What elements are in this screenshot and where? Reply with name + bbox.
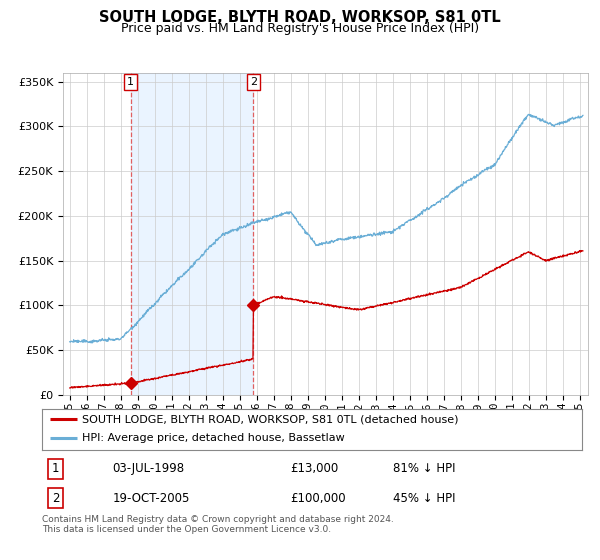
Text: 19-OCT-2005: 19-OCT-2005 bbox=[112, 492, 190, 505]
Text: 45% ↓ HPI: 45% ↓ HPI bbox=[393, 492, 455, 505]
Text: £100,000: £100,000 bbox=[290, 492, 346, 505]
Text: Contains HM Land Registry data © Crown copyright and database right 2024.
This d: Contains HM Land Registry data © Crown c… bbox=[42, 515, 394, 534]
Text: 03-JUL-1998: 03-JUL-1998 bbox=[112, 462, 184, 475]
Text: Price paid vs. HM Land Registry's House Price Index (HPI): Price paid vs. HM Land Registry's House … bbox=[121, 22, 479, 35]
Text: HPI: Average price, detached house, Bassetlaw: HPI: Average price, detached house, Bass… bbox=[83, 433, 345, 444]
Text: SOUTH LODGE, BLYTH ROAD, WORKSOP, S81 0TL: SOUTH LODGE, BLYTH ROAD, WORKSOP, S81 0T… bbox=[99, 10, 501, 25]
Text: 1: 1 bbox=[52, 462, 59, 475]
Text: 1: 1 bbox=[127, 77, 134, 87]
Text: 81% ↓ HPI: 81% ↓ HPI bbox=[393, 462, 455, 475]
Text: SOUTH LODGE, BLYTH ROAD, WORKSOP, S81 0TL (detached house): SOUTH LODGE, BLYTH ROAD, WORKSOP, S81 0T… bbox=[83, 414, 459, 424]
Text: 2: 2 bbox=[250, 77, 257, 87]
Bar bbox=[131, 73, 253, 395]
Text: £13,000: £13,000 bbox=[290, 462, 338, 475]
Text: 2: 2 bbox=[52, 492, 59, 505]
